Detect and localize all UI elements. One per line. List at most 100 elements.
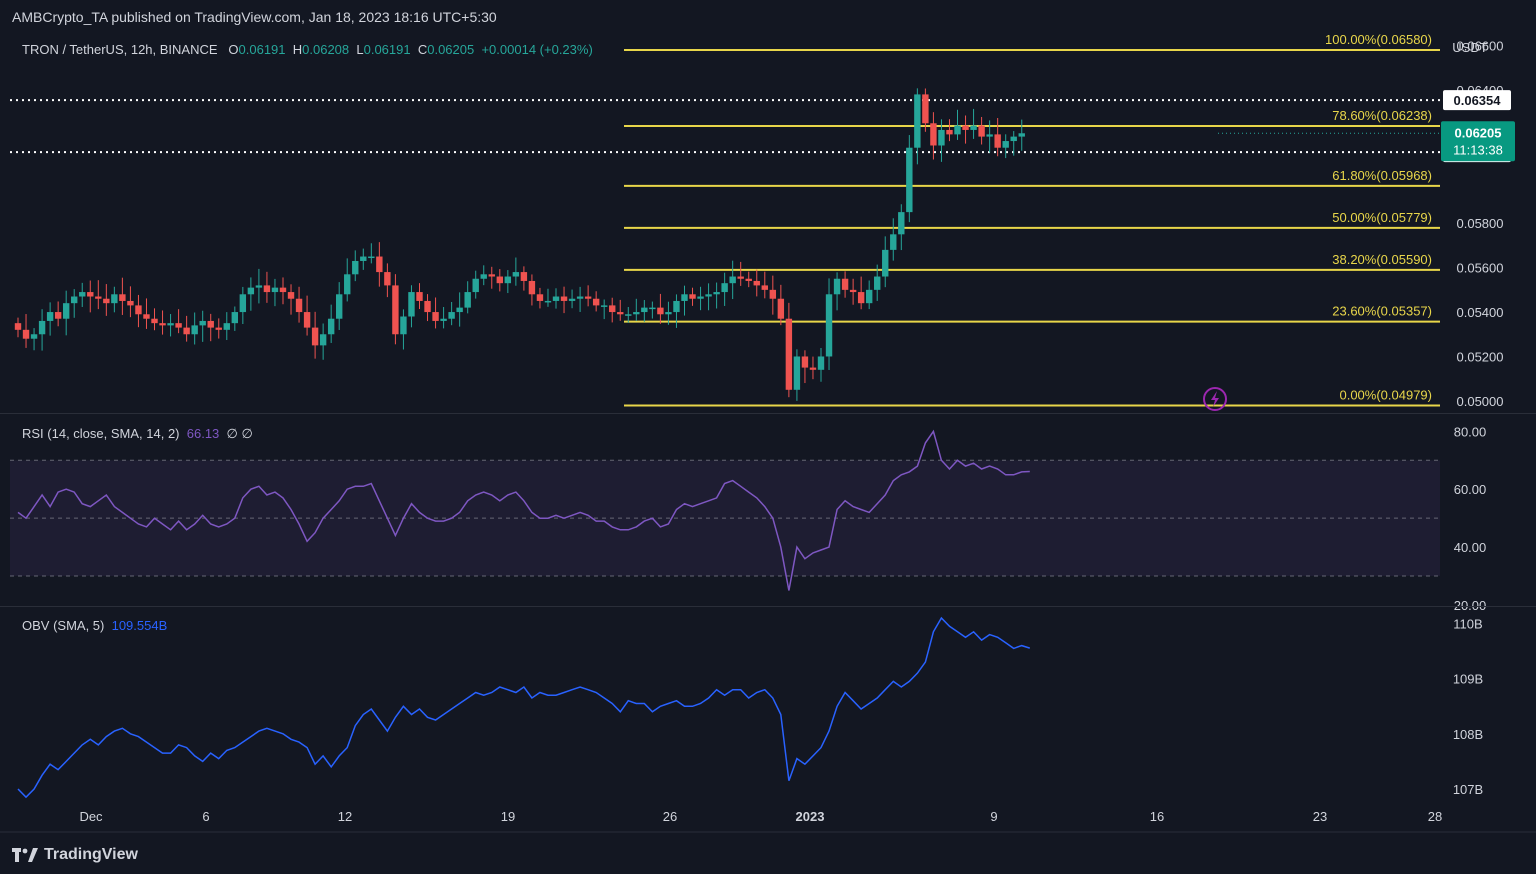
candle-body-108[interactable] bbox=[882, 249, 889, 277]
candle-body-116[interactable] bbox=[946, 129, 953, 135]
candle-body-68[interactable] bbox=[560, 296, 568, 301]
candle-body-124[interactable] bbox=[1010, 136, 1017, 142]
candle-body-96[interactable] bbox=[785, 318, 793, 390]
candle-body-109[interactable] bbox=[890, 234, 897, 250]
candle-body-54[interactable] bbox=[448, 312, 455, 319]
candle-body-79[interactable] bbox=[649, 307, 656, 310]
candle-body-31[interactable] bbox=[263, 285, 271, 293]
candle-body-36[interactable] bbox=[303, 312, 311, 328]
candle-body-49[interactable] bbox=[408, 292, 415, 317]
candle-body-121[interactable] bbox=[986, 134, 993, 137]
candle-body-118[interactable] bbox=[962, 125, 969, 130]
candle-body-59[interactable] bbox=[488, 274, 495, 277]
candle-body-57[interactable] bbox=[472, 278, 479, 293]
candle-body-122[interactable] bbox=[994, 134, 1001, 148]
candle-body-117[interactable] bbox=[954, 125, 961, 135]
candle-body-85[interactable] bbox=[697, 296, 704, 299]
lightning-event-icon[interactable] bbox=[1203, 387, 1227, 411]
candle-body-110[interactable] bbox=[898, 212, 905, 235]
candle-body-119[interactable] bbox=[970, 125, 977, 130]
candle-body-76[interactable] bbox=[625, 314, 632, 316]
candle-body-101[interactable] bbox=[825, 294, 833, 357]
candle-body-102[interactable] bbox=[833, 278, 841, 295]
candle-body-27[interactable] bbox=[231, 312, 239, 324]
pane-divider-rsi[interactable] bbox=[0, 413, 1536, 414]
candle-body-107[interactable] bbox=[874, 276, 881, 290]
candle-body-14[interactable] bbox=[127, 300, 134, 306]
candle-body-120[interactable] bbox=[978, 125, 985, 137]
candle-body-50[interactable] bbox=[416, 292, 423, 301]
candle-body-4[interactable] bbox=[46, 312, 54, 321]
candle-body-86[interactable] bbox=[705, 294, 712, 297]
candle-body-99[interactable] bbox=[809, 367, 817, 370]
candle-body-112[interactable] bbox=[914, 94, 921, 148]
candle-body-64[interactable] bbox=[528, 280, 536, 295]
candle-body-62[interactable] bbox=[512, 272, 520, 277]
candle-body-95[interactable] bbox=[777, 298, 785, 319]
candle-body-19[interactable] bbox=[167, 323, 174, 326]
candle-body-11[interactable] bbox=[103, 298, 110, 304]
candle-body-25[interactable] bbox=[215, 327, 222, 330]
candle-body-3[interactable] bbox=[38, 320, 46, 335]
candle-body-70[interactable] bbox=[576, 296, 584, 299]
candle-body-20[interactable] bbox=[175, 323, 182, 328]
candle-body-16[interactable] bbox=[143, 314, 150, 319]
candle-body-45[interactable] bbox=[376, 256, 383, 273]
candle-body-78[interactable] bbox=[641, 307, 648, 313]
candle-body-8[interactable] bbox=[79, 292, 86, 297]
candle-body-61[interactable] bbox=[504, 276, 512, 284]
candle-body-97[interactable] bbox=[793, 356, 801, 390]
candle-body-91[interactable] bbox=[745, 278, 752, 281]
candle-body-67[interactable] bbox=[552, 296, 560, 301]
symbol-label[interactable]: TRON / TetherUS, 12h, BINANCE bbox=[22, 42, 218, 57]
candle-body-74[interactable] bbox=[609, 305, 616, 313]
candle-body-7[interactable] bbox=[71, 296, 78, 304]
candle-body-125[interactable] bbox=[1018, 133, 1025, 137]
candle-body-29[interactable] bbox=[247, 287, 255, 295]
candle-body-60[interactable] bbox=[496, 276, 503, 284]
candle-body-0[interactable] bbox=[14, 323, 22, 330]
candle-body-104[interactable] bbox=[849, 289, 857, 293]
candle-body-103[interactable] bbox=[841, 278, 849, 290]
candle-body-63[interactable] bbox=[520, 272, 528, 281]
candle-body-51[interactable] bbox=[424, 300, 431, 313]
candle-body-35[interactable] bbox=[295, 298, 303, 313]
candle-body-111[interactable] bbox=[906, 147, 913, 213]
candle-body-48[interactable] bbox=[400, 316, 407, 335]
candle-body-77[interactable] bbox=[633, 312, 640, 315]
candle-body-81[interactable] bbox=[665, 312, 672, 315]
candle-body-22[interactable] bbox=[191, 325, 198, 335]
candle-body-105[interactable] bbox=[857, 292, 865, 304]
candle-body-15[interactable] bbox=[135, 305, 142, 315]
candle-body-98[interactable] bbox=[801, 356, 809, 368]
candle-body-26[interactable] bbox=[223, 323, 230, 330]
rsi-label[interactable]: RSI (14, close, SMA, 14, 2) bbox=[22, 426, 180, 441]
candle-body-18[interactable] bbox=[159, 323, 166, 326]
candle-body-47[interactable] bbox=[392, 285, 399, 335]
candle-body-80[interactable] bbox=[657, 307, 664, 315]
candle-body-52[interactable] bbox=[432, 312, 439, 321]
candle-body-66[interactable] bbox=[544, 300, 552, 303]
candle-body-37[interactable] bbox=[311, 327, 319, 346]
candle-body-84[interactable] bbox=[689, 294, 696, 299]
candle-body-43[interactable] bbox=[360, 256, 367, 261]
candle-body-89[interactable] bbox=[729, 276, 736, 284]
candle-body-1[interactable] bbox=[22, 329, 30, 339]
candle-body-17[interactable] bbox=[151, 318, 158, 324]
candle-body-41[interactable] bbox=[344, 274, 351, 295]
tradingview-logo[interactable]: TradingView bbox=[12, 846, 138, 864]
candle-body-12[interactable] bbox=[111, 294, 118, 304]
candle-body-69[interactable] bbox=[568, 298, 576, 301]
candle-body-83[interactable] bbox=[681, 294, 688, 301]
candle-body-73[interactable] bbox=[600, 305, 608, 307]
candle-body-38[interactable] bbox=[319, 334, 327, 346]
candle-body-28[interactable] bbox=[239, 294, 247, 313]
candle-body-39[interactable] bbox=[327, 318, 335, 335]
candle-body-65[interactable] bbox=[536, 294, 544, 301]
candle-body-13[interactable] bbox=[119, 294, 126, 301]
candle-body-21[interactable] bbox=[183, 327, 190, 335]
candle-body-46[interactable] bbox=[384, 272, 391, 286]
candle-body-5[interactable] bbox=[54, 312, 62, 319]
candle-body-9[interactable] bbox=[87, 292, 94, 297]
